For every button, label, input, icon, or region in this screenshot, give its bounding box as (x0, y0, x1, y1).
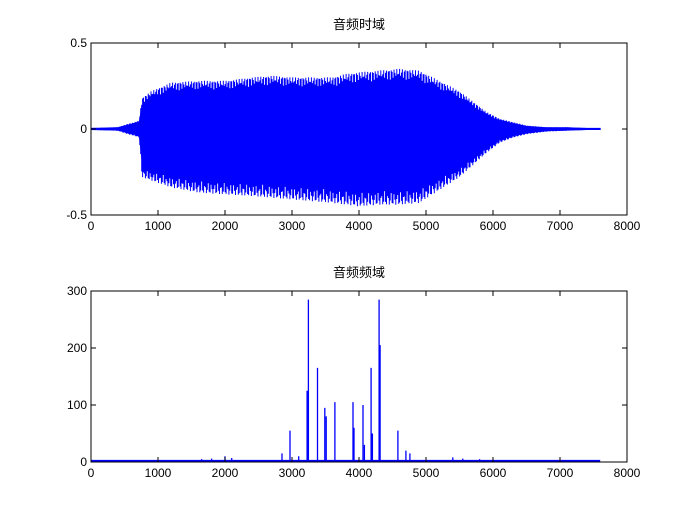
x-tick-label: 2000 (212, 219, 239, 233)
x-tick-label: 8000 (614, 219, 641, 233)
x-tick-label: 1000 (145, 219, 172, 233)
x-tick-label: 7000 (547, 219, 574, 233)
time-domain-y-ticks: -0.5 0 0.5 (66, 36, 627, 222)
x-tick-label: 0 (88, 219, 95, 233)
x-tick-label: 2000 (212, 466, 239, 480)
x-tick-label: 7000 (547, 466, 574, 480)
x-tick-label: 0 (88, 466, 95, 480)
time-domain-axes: 音频时域 0 1000 2000 3000 4000 5000 6000 7000 8000 -… (66, 17, 640, 233)
y-tick-label: 300 (67, 284, 87, 298)
time-domain-x-ticks: 0 1000 2000 3000 4000 5000 6000 7000 8000 (88, 43, 641, 233)
frequency-domain-x-ticks: 0 1000 2000 3000 4000 5000 6000 7000 8000 (88, 291, 641, 480)
y-tick-label: 0 (80, 122, 87, 136)
frequency-domain-y-ticks: 0 100 200 300 (67, 284, 627, 469)
x-tick-label: 6000 (480, 219, 507, 233)
x-tick-label: 4000 (346, 219, 373, 233)
time-domain-waveform (90, 68, 601, 207)
frequency-domain-title: 音频频域 (333, 265, 385, 281)
x-tick-label: 6000 (480, 466, 507, 480)
y-tick-label: 200 (67, 341, 87, 355)
x-tick-label: 5000 (413, 466, 440, 480)
y-tick-label: 0 (80, 455, 87, 469)
frequency-domain-axes: 音频频域 0 1000 2000 3000 4000 5000 6000 7000 8000 0… (67, 265, 641, 480)
frequency-domain-spectrum (91, 299, 601, 462)
time-domain-title: 音频时域 (333, 17, 385, 33)
x-tick-label: 5000 (413, 219, 440, 233)
x-tick-label: 8000 (614, 466, 641, 480)
frequency-domain-frame (90, 290, 628, 463)
y-tick-label: 100 (67, 398, 87, 412)
x-tick-label: 3000 (279, 219, 306, 233)
y-tick-label: 0.5 (70, 36, 87, 50)
y-tick-label: -0.5 (66, 208, 87, 222)
x-tick-label: 4000 (346, 466, 373, 480)
x-tick-label: 1000 (145, 466, 172, 480)
x-tick-label: 3000 (279, 466, 306, 480)
